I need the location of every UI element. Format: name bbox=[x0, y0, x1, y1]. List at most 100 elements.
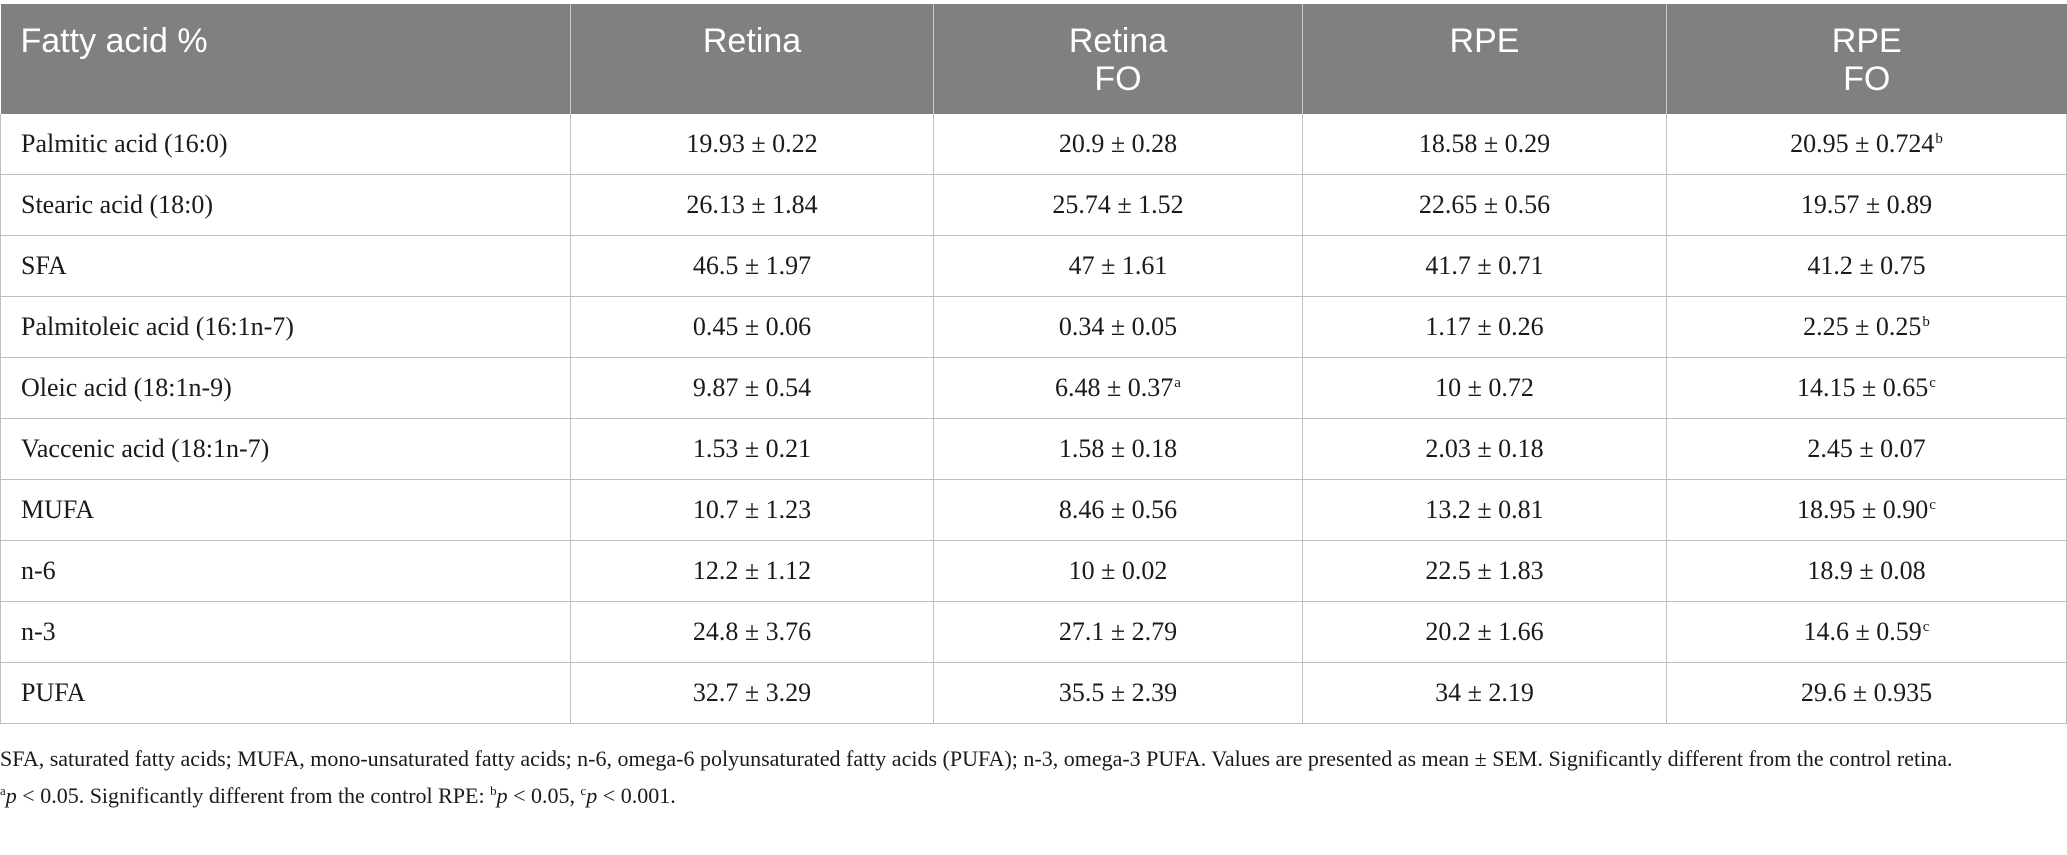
significance-marker: c bbox=[1929, 375, 1936, 391]
footnote-marker-a: a bbox=[0, 783, 6, 798]
header-label: Retina bbox=[1068, 22, 1168, 60]
cell-value: 10 ± 0.72 bbox=[1435, 373, 1534, 402]
table-cell: 22.65 ± 0.56 bbox=[1302, 174, 1667, 236]
footnote-significance: a p < 0.05. Significantly different from … bbox=[0, 777, 2060, 814]
cell-value: 10.7 ± 1.23 bbox=[692, 495, 812, 524]
cell-value: 24.8 ± 3.76 bbox=[692, 617, 812, 646]
cell-value: 18.95 ± 0.90 bbox=[1797, 495, 1929, 524]
significance-marker: b bbox=[1922, 314, 1930, 330]
table-cell: 20.2 ± 1.66 bbox=[1302, 601, 1667, 663]
table-cell: 29.6 ± 0.935 bbox=[1666, 662, 2067, 724]
significance-marker: c bbox=[1929, 497, 1936, 513]
cell-value: 29.6 ± 0.935 bbox=[1800, 678, 1933, 707]
p-symbol: p bbox=[496, 783, 508, 808]
cell-value: 41.7 ± 0.71 bbox=[1425, 251, 1544, 280]
header-rpe-fo: RPE FO bbox=[1666, 4, 2067, 114]
table-cell: 18.58 ± 0.29 bbox=[1302, 114, 1667, 175]
table-cell: 2.03 ± 0.18 bbox=[1302, 418, 1667, 480]
table-row: MUFA 10.7 ± 1.23 8.46 ± 0.56 13.2 ± 0.81 18.… bbox=[0, 479, 2067, 541]
cell-value: 22.65 ± 0.56 bbox=[1418, 190, 1551, 219]
table-cell: 0.34 ± 0.05 bbox=[933, 296, 1303, 358]
table-cell: 46.5 ± 1.97 bbox=[570, 235, 934, 297]
table-cell: 10 ± 0.02 bbox=[933, 540, 1303, 602]
cell-value: 20.95 ± 0.724 bbox=[1790, 129, 1935, 158]
table-cell: 2.25 ± 0.25b bbox=[1666, 296, 2067, 358]
fatty-acid-table: Fatty acid % Retina Retina FO RPE RPE bbox=[0, 4, 2067, 724]
cell-value: 46.5 ± 1.97 bbox=[692, 251, 812, 280]
table-cell: 22.5 ± 1.83 bbox=[1302, 540, 1667, 602]
table-cell: 10.7 ± 1.23 bbox=[570, 479, 934, 541]
row-label: SFA bbox=[0, 235, 571, 297]
row-label: PUFA bbox=[0, 662, 571, 724]
row-label: Vaccenic acid (18:1n-7) bbox=[0, 418, 571, 480]
table-footnotes: SFA, saturated fatty acids; MUFA, mono-u… bbox=[0, 740, 2060, 814]
table-cell: 2.45 ± 0.07 bbox=[1666, 418, 2067, 480]
cell-value: 41.2 ± 0.75 bbox=[1807, 251, 1926, 280]
table-cell: 18.9 ± 0.08 bbox=[1666, 540, 2067, 602]
cell-value: 8.46 ± 0.56 bbox=[1058, 495, 1178, 524]
cell-value: 34 ± 2.19 bbox=[1435, 678, 1534, 707]
header-label: RPE bbox=[1449, 22, 1520, 60]
table-cell: 35.5 ± 2.39 bbox=[933, 662, 1303, 724]
table-cell: 18.95 ± 0.90c bbox=[1666, 479, 2067, 541]
table-row: n-6 12.2 ± 1.12 10 ± 0.02 22.5 ± 1.83 18.9 ±… bbox=[0, 540, 2067, 602]
cell-value: 20.9 ± 0.28 bbox=[1058, 129, 1178, 158]
table-cell: 10 ± 0.72 bbox=[1302, 357, 1667, 419]
table-cell: 32.7 ± 3.29 bbox=[570, 662, 934, 724]
table-row: SFA 46.5 ± 1.97 47 ± 1.61 41.7 ± 0.71 41.2 ±… bbox=[0, 235, 2067, 297]
table-cell: 1.53 ± 0.21 bbox=[570, 418, 934, 480]
table-cell: 26.13 ± 1.84 bbox=[570, 174, 934, 236]
cell-value: 2.25 ± 0.25 bbox=[1803, 312, 1922, 341]
cell-value: 2.03 ± 0.18 bbox=[1425, 434, 1544, 463]
table-cell: 1.58 ± 0.18 bbox=[933, 418, 1303, 480]
row-label: Oleic acid (18:1n-9) bbox=[0, 357, 571, 419]
footnote-text: < 0.05. Significantly different from the… bbox=[16, 783, 491, 808]
cell-value: 12.2 ± 1.12 bbox=[692, 556, 812, 585]
table-cell: 34 ± 2.19 bbox=[1302, 662, 1667, 724]
footnote-abbreviations: SFA, saturated fatty acids; MUFA, mono-u… bbox=[0, 746, 1953, 771]
header-sublabel: FO bbox=[1843, 60, 1891, 98]
row-label: Palmitoleic acid (16:1n-7) bbox=[0, 296, 571, 358]
cell-value: 19.93 ± 0.22 bbox=[686, 129, 818, 158]
cell-value: 9.87 ± 0.54 bbox=[692, 373, 812, 402]
significance-marker: c bbox=[1922, 619, 1930, 635]
row-label: MUFA bbox=[0, 479, 571, 541]
header-label: Retina bbox=[702, 22, 802, 60]
table-cell: 27.1 ± 2.79 bbox=[933, 601, 1303, 663]
cell-value: 0.45 ± 0.06 bbox=[692, 312, 812, 341]
footnote-text: < 0.001. bbox=[597, 783, 676, 808]
table-row: Oleic acid (18:1n-9) 9.87 ± 0.54 6.48 ± 0.… bbox=[0, 357, 2067, 419]
cell-value: 1.17 ± 0.26 bbox=[1425, 312, 1544, 341]
cell-value: 14.15 ± 0.65 bbox=[1797, 373, 1929, 402]
header-rpe: RPE bbox=[1302, 4, 1667, 114]
cell-value: 47 ± 1.61 bbox=[1068, 251, 1168, 280]
cell-value: 18.58 ± 0.29 bbox=[1418, 129, 1551, 158]
table-cell: 25.74 ± 1.52 bbox=[933, 174, 1303, 236]
table-cell: 24.8 ± 3.76 bbox=[570, 601, 934, 663]
cell-value: 2.45 ± 0.07 bbox=[1807, 434, 1926, 463]
p-symbol: p bbox=[586, 783, 598, 808]
cell-value: 14.6 ± 0.59 bbox=[1803, 617, 1922, 646]
table-cell: 13.2 ± 0.81 bbox=[1302, 479, 1667, 541]
cell-value: 26.13 ± 1.84 bbox=[686, 190, 818, 219]
table-row: n-3 24.8 ± 3.76 27.1 ± 2.79 20.2 ± 1.66 14.6… bbox=[0, 601, 2067, 663]
row-label: Palmitic acid (16:0) bbox=[0, 114, 571, 175]
table-cell: 12.2 ± 1.12 bbox=[570, 540, 934, 602]
table-cell: 19.57 ± 0.89 bbox=[1666, 174, 2067, 236]
row-label: n-6 bbox=[0, 540, 571, 602]
cell-value: 18.9 ± 0.08 bbox=[1807, 556, 1926, 585]
table-cell: 14.6 ± 0.59c bbox=[1666, 601, 2067, 663]
header-label: Fatty acid % bbox=[20, 22, 208, 60]
table-row: Vaccenic acid (18:1n-7) 1.53 ± 0.21 1.58 ±… bbox=[0, 418, 2067, 480]
cell-value: 6.48 ± 0.37 bbox=[1055, 373, 1174, 402]
table-cell: 19.93 ± 0.22 bbox=[570, 114, 934, 175]
footnote-marker-b: b bbox=[490, 783, 497, 798]
cell-value: 0.34 ± 0.05 bbox=[1058, 312, 1178, 341]
table-cell: 1.17 ± 0.26 bbox=[1302, 296, 1667, 358]
header-row: Fatty acid % Retina Retina FO RPE RPE bbox=[0, 4, 2067, 114]
cell-value: 35.5 ± 2.39 bbox=[1058, 678, 1178, 707]
table-cell: 20.9 ± 0.28 bbox=[933, 114, 1303, 175]
header-sublabel: FO bbox=[1094, 60, 1142, 98]
table-row: Palmitoleic acid (16:1n-7) 0.45 ± 0.06 0.3… bbox=[0, 296, 2067, 358]
table-cell: 14.15 ± 0.65c bbox=[1666, 357, 2067, 419]
